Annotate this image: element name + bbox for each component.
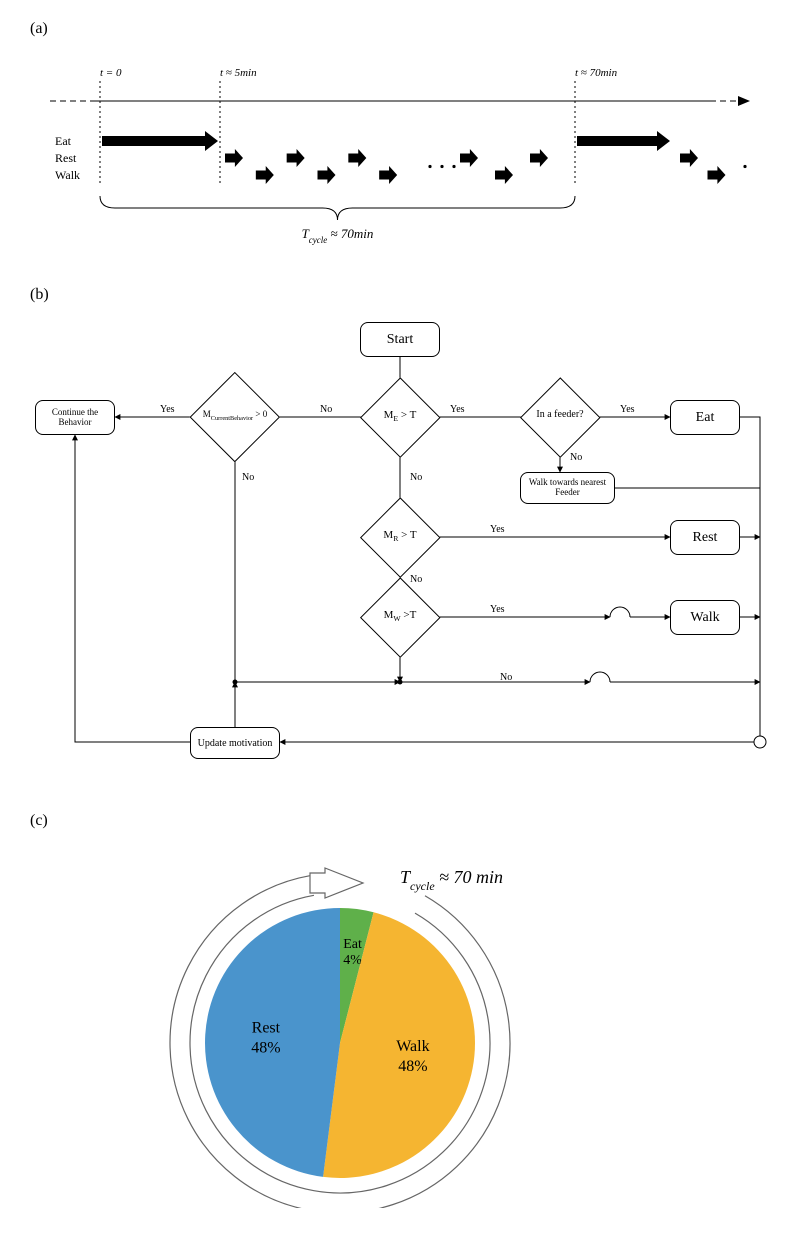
panel-b-label: (b) <box>30 286 766 304</box>
svg-text:Walk: Walk <box>55 168 80 182</box>
panel-c-label: (c) <box>30 812 766 830</box>
node-start: Start <box>360 322 440 357</box>
svg-text:Rest: Rest <box>55 151 77 165</box>
svg-text:t ≈ 70min: t ≈ 70min <box>575 67 618 79</box>
svg-text:t ≈ 5min: t ≈ 5min <box>220 67 257 79</box>
node-update: Update motivation <box>190 727 280 759</box>
node-feeder: In a feeder? <box>520 377 600 457</box>
flowchart: Start ME > T MCurrentBehavior > 0 Continue … <box>30 312 770 772</box>
edge-label: No <box>242 472 254 483</box>
node-walkto: Walk towards nearest Feeder <box>520 472 615 504</box>
svg-text:t = 0: t = 0 <box>100 67 122 79</box>
edge-label: Yes <box>160 404 175 415</box>
node-mr: MR > T <box>360 497 440 577</box>
edge-label: Yes <box>450 404 465 415</box>
edge-label: No <box>410 574 422 585</box>
timeline-svg: t = 0 t ≈ 5min t ≈ 70min Eat Rest Walk Tcycle … <box>30 46 750 246</box>
edge-label: No <box>500 672 512 683</box>
svg-text:4%: 4% <box>343 953 362 968</box>
svg-text:Tcycle ≈ 70min: Tcycle ≈ 70min <box>302 226 374 245</box>
edge-label: Yes <box>490 604 505 615</box>
pie-svg: Eat4% Walk 48% Rest 48% Tcycle ≈ 70 min <box>150 838 550 1208</box>
timeline: t = 0 t ≈ 5min t ≈ 70min Eat Rest Walk Tcycle … <box>30 46 750 246</box>
panel-a-label: (a) <box>30 20 766 38</box>
svg-text:Walk: Walk <box>396 1038 429 1055</box>
svg-text:48%: 48% <box>251 1039 280 1056</box>
edge-label: No <box>570 452 582 463</box>
node-rest: Rest <box>670 520 740 555</box>
edge-label: Yes <box>620 404 635 415</box>
node-cont: Continue the Behavior <box>35 400 115 435</box>
edge-label: No <box>320 404 332 415</box>
node-mw: MW >T <box>360 577 440 657</box>
node-mcurr: MCurrentBehavior > 0 <box>190 372 280 462</box>
svg-text:48%: 48% <box>398 1058 427 1075</box>
svg-text:Eat: Eat <box>55 134 72 148</box>
node-walk: Walk <box>670 600 740 635</box>
edge-label: No <box>410 472 422 483</box>
svg-text:Rest: Rest <box>252 1019 281 1036</box>
node-eat: Eat <box>670 400 740 435</box>
svg-text:Eat: Eat <box>343 937 362 952</box>
pie-chart: Eat4% Walk 48% Rest 48% Tcycle ≈ 70 min <box>150 838 550 1208</box>
node-me: ME > T <box>360 377 440 457</box>
edge-label: Yes <box>490 524 505 535</box>
svg-text:Tcycle ≈ 70 min: Tcycle ≈ 70 min <box>400 867 503 893</box>
